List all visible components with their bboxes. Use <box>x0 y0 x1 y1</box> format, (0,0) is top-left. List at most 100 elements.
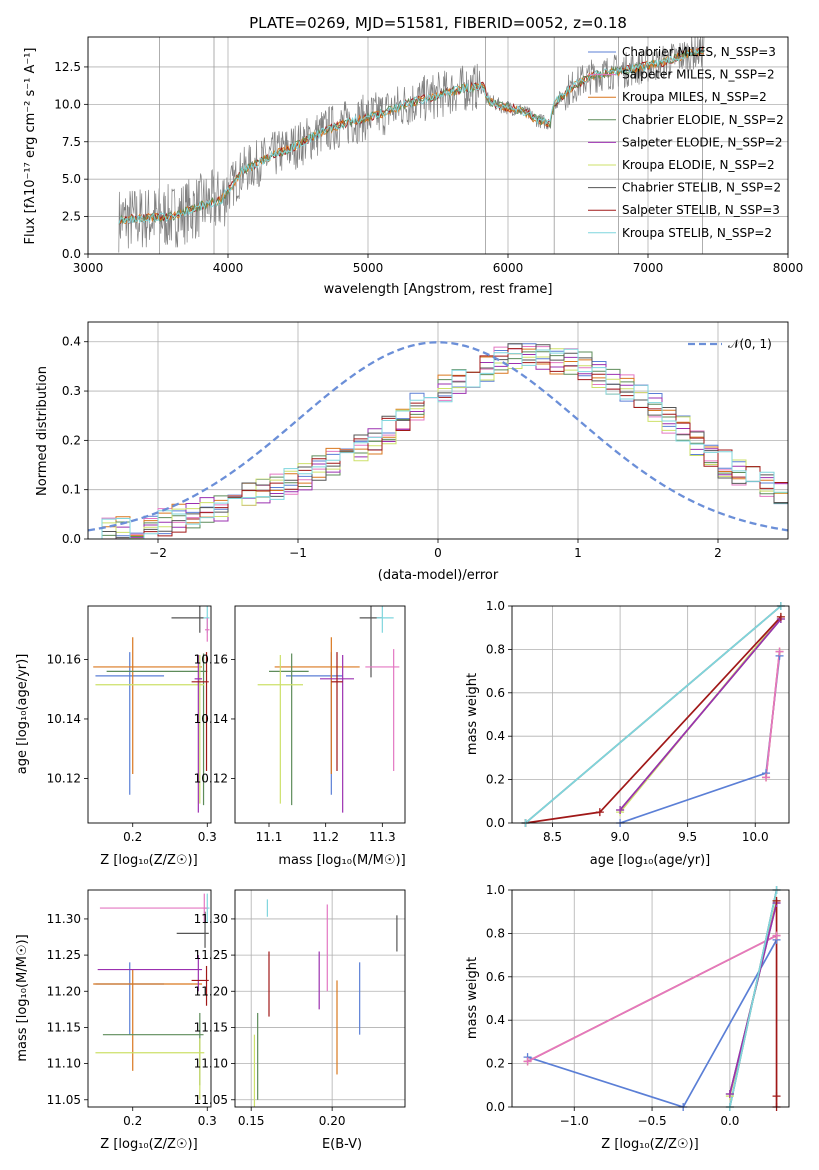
x-tick-label: 9.0 <box>611 830 630 844</box>
axes-frame <box>511 889 790 1108</box>
y-tick-label: 7.5 <box>62 135 81 149</box>
x-axis-label: wavelength [Angstrom, rest frame] <box>324 282 553 297</box>
panel-massweight_vs_Z: −1.0 −0.5 0.0 0.0 0.2 0.4 0.6 0.8 1.0 Z [log₁₀(Z/… <box>465 883 790 1152</box>
x-tick-label: 0.2 <box>123 1114 142 1128</box>
y-tick-label: 0.8 <box>486 926 505 940</box>
mass-weight-line <box>619 618 782 811</box>
panel-mass_vs_ebv: 0.15 0.20 11.05 11.10 11.15 11.20 11.25 11.30 E(… <box>194 889 406 1152</box>
x-tick-label: 1 <box>574 546 582 560</box>
axes-frame <box>87 321 789 540</box>
chart-title: PLATE=0269, MJD=51581, FIBERID=0052, z=0… <box>249 14 627 32</box>
x-tick-label: 0.3 <box>198 1114 217 1128</box>
x-tick-label: 0.20 <box>319 1114 346 1128</box>
x-tick-label: 3000 <box>73 261 104 275</box>
y-tick-label: 11.20 <box>194 984 228 998</box>
y-axis-label: mass [log₁₀(M/M☉)] <box>15 934 30 1061</box>
x-tick-label: 11.1 <box>256 830 283 844</box>
y-tick-label: 0.0 <box>62 532 81 546</box>
y-tick-label: 10.16 <box>47 653 81 667</box>
y-tick-label: 10.0 <box>54 97 81 111</box>
x-tick-label: 2 <box>714 546 722 560</box>
y-tick-label: 11.25 <box>194 948 228 962</box>
y-tick-label: 0.2 <box>62 433 81 447</box>
legend-label: Chabrier MILES, N_SSP=3 <box>622 45 776 59</box>
mass-weight-line <box>527 934 777 1063</box>
y-tick-label: 11.10 <box>47 1057 81 1071</box>
x-axis-label: mass [log₁₀(M/M☉)] <box>278 853 405 868</box>
mass-weight-marker <box>595 808 604 817</box>
y-tick-label: 10.12 <box>194 771 228 785</box>
y-tick-label: 2.5 <box>62 210 81 224</box>
legend: Chabrier MILES, N_SSP=3 Salpeter MILES, N… <box>588 45 784 240</box>
mass-weight-marker <box>772 931 781 940</box>
legend-label: Salpeter ELODIE, N_SSP=2 <box>622 135 783 149</box>
mass-weight-marker <box>772 896 781 905</box>
y-tick-label: 0.6 <box>486 686 505 700</box>
y-tick-label: 0.3 <box>62 384 81 398</box>
x-tick-label: 0.0 <box>720 1114 739 1128</box>
legend-label: 𝒩(0, 1) <box>728 337 772 351</box>
x-tick-label: 6000 <box>493 261 524 275</box>
y-tick-label: 1.0 <box>486 599 505 613</box>
x-tick-label: 11.3 <box>369 830 396 844</box>
x-axis-label: Z [log₁₀(Z/Z☉)] <box>100 1137 197 1152</box>
x-tick-label: 9.5 <box>678 830 697 844</box>
plot-area <box>512 890 789 1107</box>
normal-curve <box>88 341 788 532</box>
x-axis-label: Z [log₁₀(Z/Z☉)] <box>100 853 197 868</box>
y-tick-label: 11.25 <box>47 948 81 962</box>
mass-weight-marker <box>523 1057 532 1066</box>
plot-area <box>512 606 789 823</box>
x-tick-label: −0.5 <box>637 1114 666 1128</box>
mass-weight-marker <box>775 647 784 656</box>
x-tick-label: −1.0 <box>560 1114 589 1128</box>
panel-residuals: −2 −1 0 1 2 0.0 0.1 0.2 0.3 0.4 𝒩(0, 1) (data-model… <box>35 321 789 583</box>
plot-area <box>93 606 210 813</box>
y-tick-label: 0.0 <box>486 816 505 830</box>
x-tick-label: 0.15 <box>238 1114 265 1128</box>
x-tick-label: 11.2 <box>312 830 339 844</box>
y-tick-label: 10.14 <box>194 712 228 726</box>
y-axis-label: Flux [fλ10⁻¹⁷ erg cm⁻² s⁻¹ A⁻¹] <box>23 48 38 245</box>
y-tick-label: 0.1 <box>62 483 81 497</box>
y-tick-label: 0.2 <box>486 773 505 787</box>
axes-frame <box>511 605 790 824</box>
histogram-kroupa-stelib <box>88 348 788 539</box>
y-tick-label: 12.5 <box>54 60 81 74</box>
plot-area <box>88 322 788 539</box>
axes-frame <box>234 889 406 1108</box>
legend-label: Salpeter STELIB, N_SSP=3 <box>622 203 780 217</box>
y-tick-label: 10.16 <box>194 653 228 667</box>
y-tick-label: 11.30 <box>47 912 81 926</box>
x-tick-label: 0 <box>434 546 442 560</box>
mass-weight-marker <box>762 773 771 782</box>
x-tick-label: 0.2 <box>123 830 142 844</box>
legend-label: Kroupa ELODIE, N_SSP=2 <box>622 158 775 172</box>
x-tick-label: 10.0 <box>742 830 769 844</box>
y-axis-label: mass weight <box>465 957 480 1039</box>
x-tick-label: 8000 <box>773 261 804 275</box>
x-axis-label: E(B-V) <box>322 1137 362 1152</box>
y-tick-label: 0.0 <box>486 1100 505 1114</box>
y-tick-label: 1.0 <box>486 883 505 897</box>
y-axis-label: Normed distribution <box>35 366 50 496</box>
plot-area <box>93 893 210 1100</box>
y-tick-label: 11.05 <box>47 1093 81 1107</box>
mass-weight-line <box>729 890 778 1107</box>
plot-area <box>257 606 400 813</box>
model-spectrum <box>118 46 705 225</box>
y-tick-label: 0.4 <box>486 729 505 743</box>
legend-label: Kroupa MILES, N_SSP=2 <box>622 90 767 104</box>
y-tick-label: 0.8 <box>486 642 505 656</box>
legend-label: Chabrier STELIB, N_SSP=2 <box>622 181 781 195</box>
x-axis-label: Z [log₁₀(Z/Z☉)] <box>601 1137 698 1152</box>
y-tick-label: 10.12 <box>47 771 81 785</box>
y-tick-label: 11.05 <box>194 1093 228 1107</box>
y-tick-label: 5.0 <box>62 172 81 186</box>
y-axis-label: age [log₁₀(age/yr)] <box>15 654 30 775</box>
x-axis-label: (data-model)/error <box>378 568 499 583</box>
y-tick-label: 11.15 <box>47 1020 81 1034</box>
x-tick-label: −1 <box>289 546 307 560</box>
x-tick-label: 0.3 <box>198 830 217 844</box>
